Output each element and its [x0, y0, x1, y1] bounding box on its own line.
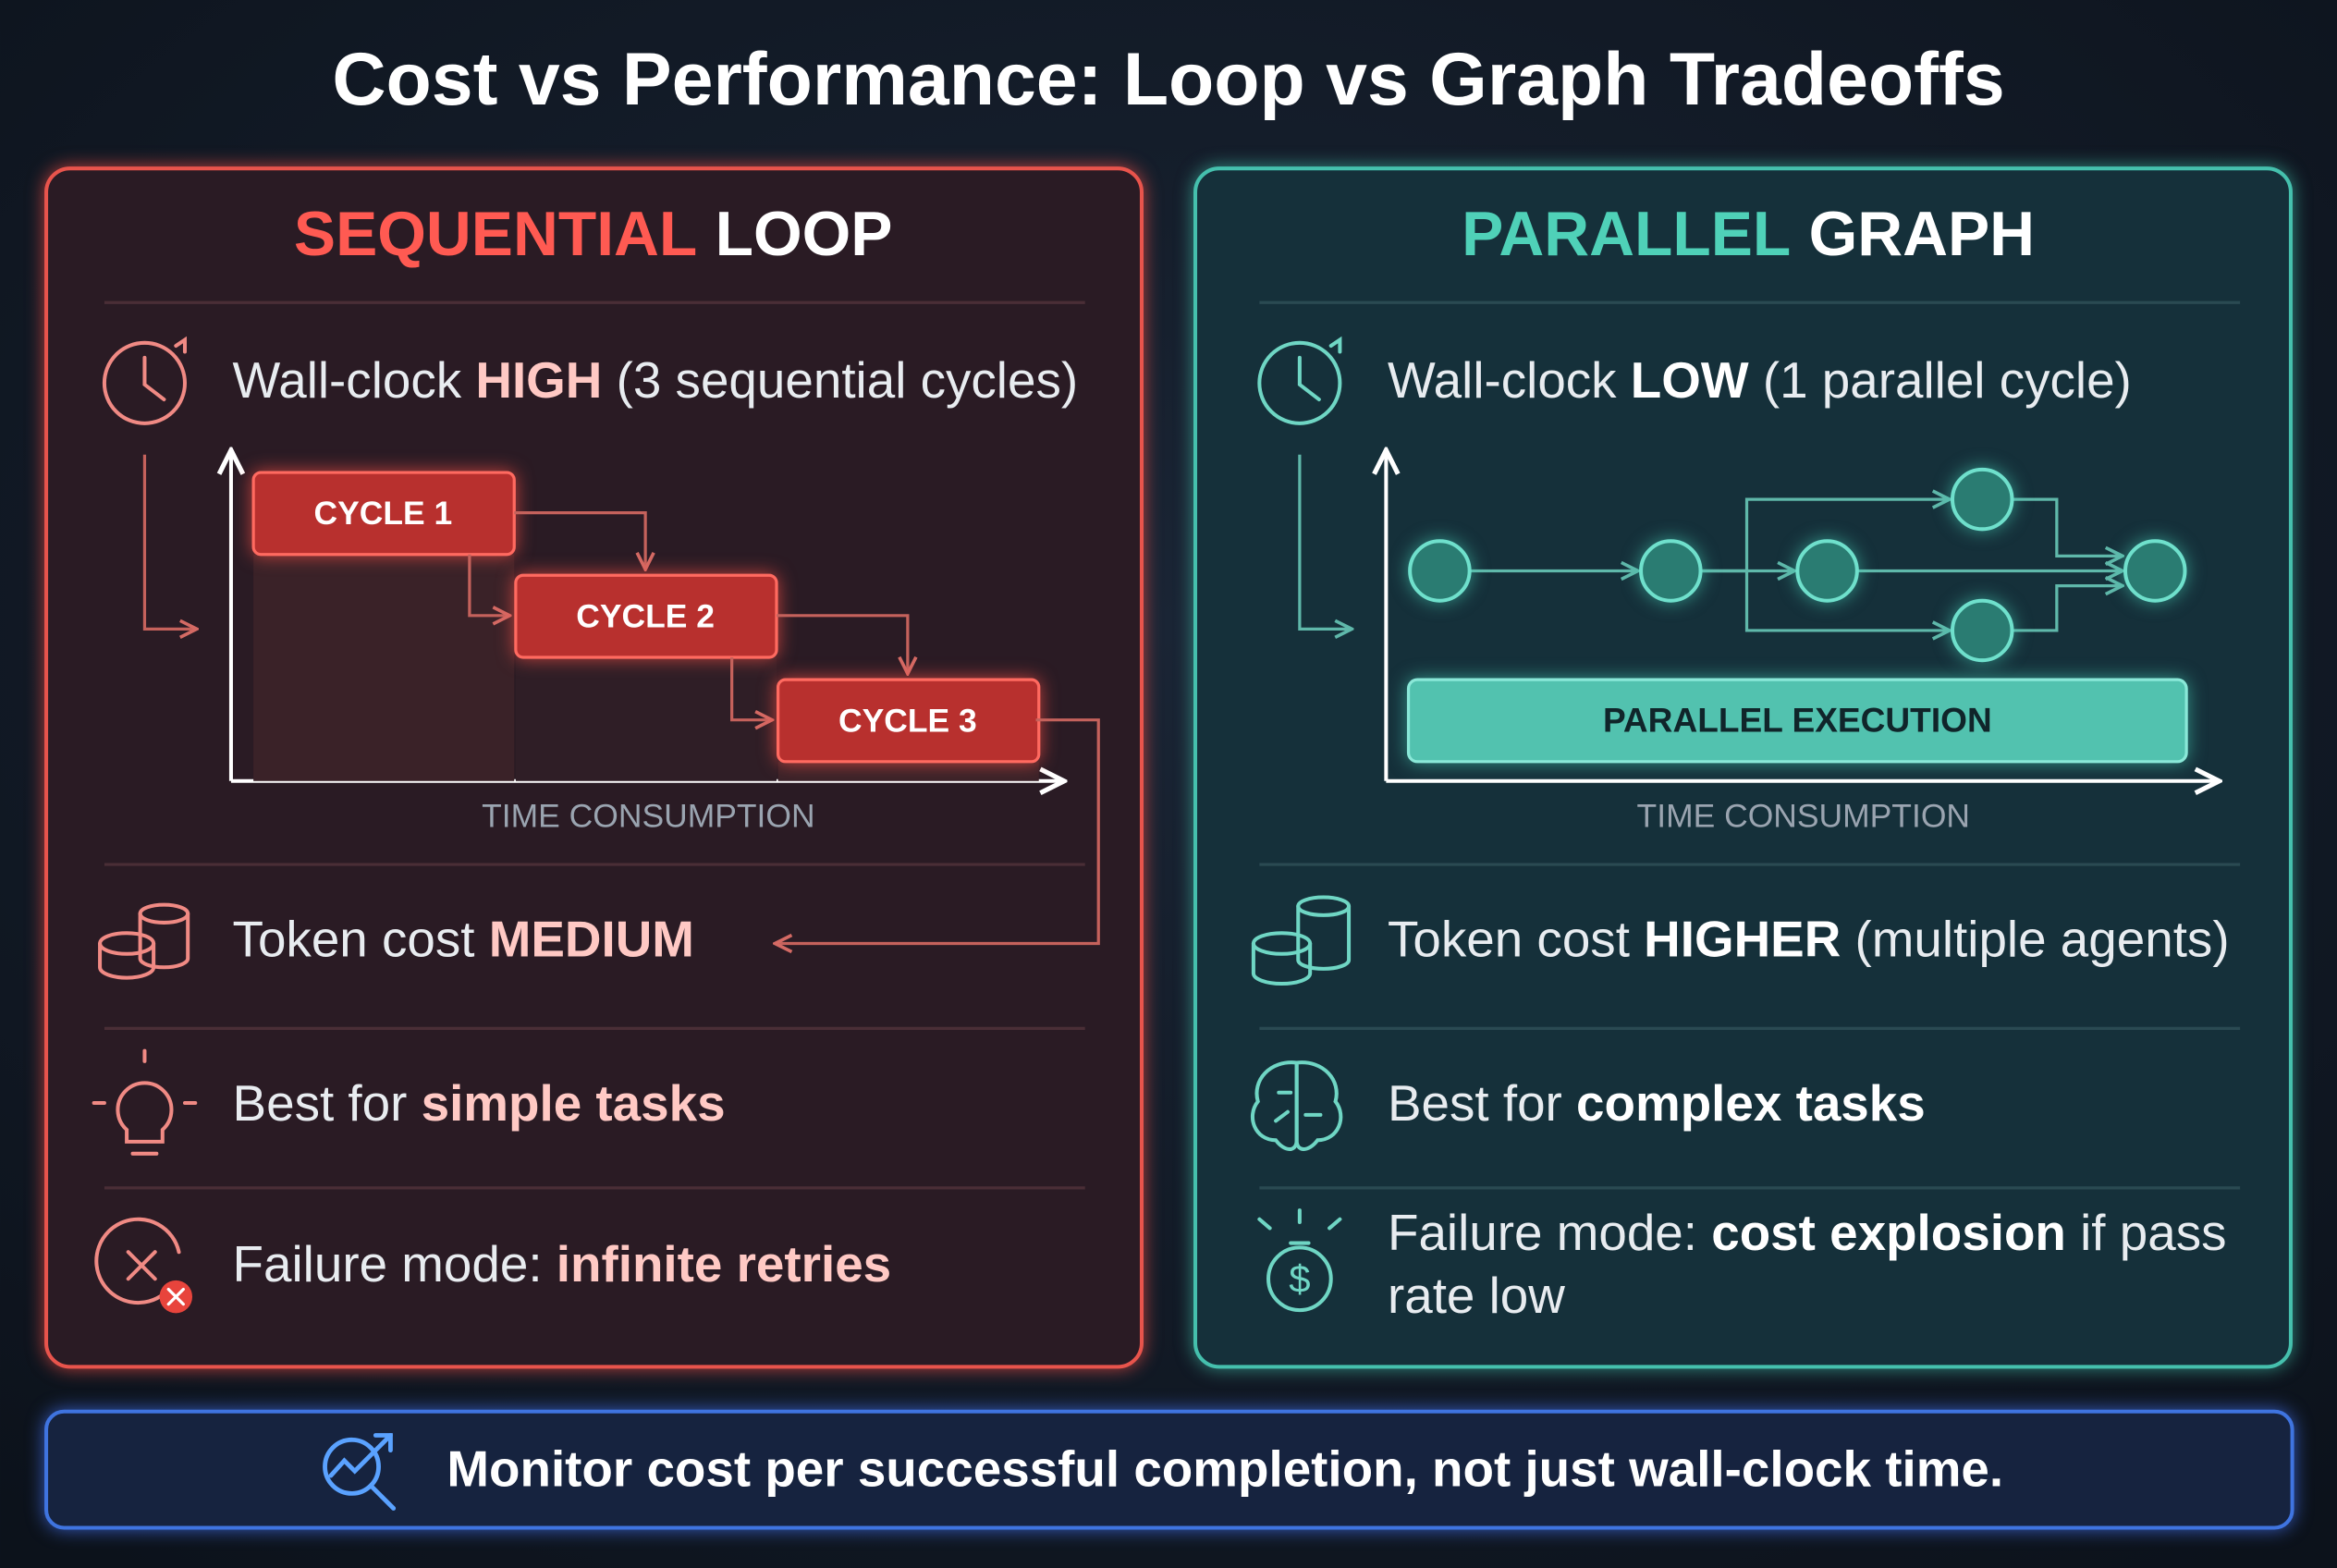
coins-icon [98, 902, 190, 980]
row-segment: Best for [233, 1074, 422, 1132]
cycle-connector [730, 656, 773, 720]
row-segment: Wall-clock [1388, 351, 1631, 409]
graph-edge [2012, 497, 2122, 556]
row-text: Wall-clock HIGH (3 sequential cycles) [233, 351, 1079, 409]
money-icon: $ [1257, 1208, 1342, 1313]
row-segment: (multiple agents) [1841, 911, 2229, 968]
row-segment: (3 sequential cycles) [602, 351, 1078, 409]
graph-node [1639, 539, 1703, 603]
row-highlight: LOW [1631, 351, 1749, 409]
title: Cost vs Performance: Loop vs Graph Trade… [332, 38, 2004, 121]
row-highlight: MEDIUM [489, 911, 694, 968]
cycle-connector [468, 554, 510, 616]
bulb-icon [92, 1048, 198, 1156]
clock-icon [1257, 336, 1342, 425]
loop-icons [92, 336, 198, 1314]
row-highlight: HIGHER [1644, 911, 1841, 968]
row-highlight: simple tasks [422, 1074, 726, 1132]
row-text: rate low [1388, 1267, 1565, 1324]
row-segment: rate low [1388, 1267, 1565, 1324]
row-highlight: HIGH [475, 351, 602, 409]
row-segment: Failure mode: [233, 1235, 557, 1292]
heading-word: LOOP [716, 200, 893, 269]
monitor-icon [323, 1433, 397, 1511]
panel-heading: PARALLEL GRAPH [1462, 200, 2035, 269]
cycle-shade [777, 761, 1039, 781]
graph-node [1408, 539, 1472, 603]
row-text: Failure mode: infinite retries [233, 1235, 892, 1292]
row-segment: Failure mode: [1388, 1205, 1711, 1262]
graph-node [2123, 539, 2187, 603]
graph-edge [2012, 586, 2122, 632]
row-segment: Token cost [1388, 911, 1644, 968]
row-segment: Best for [1388, 1074, 1576, 1132]
row-highlight: complex tasks [1576, 1074, 1926, 1132]
axis-label: TIME CONSUMPTION [1637, 797, 1970, 834]
clock-icon [102, 336, 187, 425]
content-layer: SEQUENTIAL LOOP Wall-clock HIGH (3 sequent… [104, 200, 2241, 1324]
retry-arrow [775, 718, 1100, 944]
graph-node [1950, 598, 2014, 663]
row-text: Token cost MEDIUM [233, 911, 694, 968]
dollar-sign: $ [1289, 1257, 1310, 1301]
cycle-label: CYCLE 2 [576, 597, 715, 634]
graph-icons: $ [1250, 336, 1352, 1313]
row-highlight: infinite retries [557, 1235, 891, 1292]
cycle-shade [253, 554, 515, 781]
row-segment: Token cost [233, 911, 489, 968]
heading-word: PARALLEL [1462, 200, 1791, 269]
coins-icon [1251, 895, 1352, 986]
graph-node [1950, 467, 2014, 532]
flow-arrow [1298, 454, 1352, 630]
graph-panel [1193, 166, 2293, 1369]
brain-icon [1250, 1060, 1343, 1151]
parallel-label: PARALLEL EXECUTION [1603, 701, 1992, 740]
panel-heading: SEQUENTIAL LOOP [294, 200, 893, 269]
axis-label: TIME CONSUMPTION [482, 797, 814, 834]
row-segment: if pass [2066, 1205, 2227, 1262]
row-text: Best for simple tasks [233, 1074, 726, 1132]
cycle-label: CYCLE 3 [838, 702, 977, 739]
failure-icon [94, 1217, 193, 1314]
graph-edge [1700, 569, 1950, 630]
row-text: Token cost HIGHER (multiple agents) [1388, 911, 2230, 968]
cycle-connector [777, 614, 908, 674]
footer-text: Monitor cost per successful completion, … [447, 1439, 2003, 1497]
row-text: Failure mode: cost explosion if pass [1388, 1205, 2227, 1262]
heading-word: GRAPH [1809, 200, 2036, 269]
row-highlight: cost explosion [1711, 1205, 2066, 1262]
footer-box [44, 1409, 2294, 1530]
cycle-connector [514, 510, 645, 570]
heading-word: SEQUENTIAL [294, 200, 697, 269]
row-segment: (1 parallel cycle) [1749, 351, 2132, 409]
row-text: Wall-clock LOW (1 parallel cycle) [1388, 351, 2132, 409]
cycle-label: CYCLE 1 [314, 495, 453, 532]
flow-arrow [142, 454, 196, 630]
row-text: Best for complex tasks [1388, 1074, 1926, 1132]
row-segment: Wall-clock [233, 351, 476, 409]
parallel-bar [1406, 678, 2188, 764]
graph-node [1795, 539, 1859, 603]
